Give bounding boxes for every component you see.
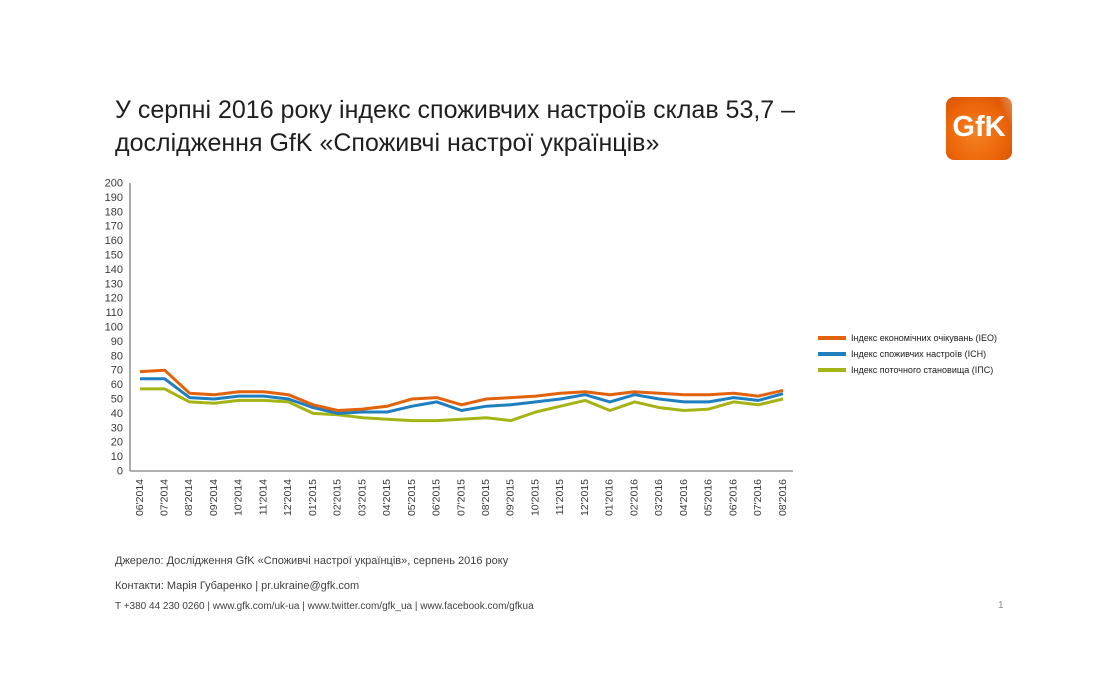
x-axis-label: 12'2014 (282, 479, 294, 516)
x-axis-label: 10'2015 (529, 479, 541, 516)
legend-item: Індекс споживчих настроїв (ІСН) (818, 346, 997, 362)
x-axis-label: 12'2015 (579, 479, 591, 516)
x-axis-label: 03'2016 (653, 479, 665, 516)
x-axis-label: 07'2016 (752, 479, 764, 516)
x-axis-label: 01'2015 (307, 479, 319, 516)
slide-title: У серпні 2016 року індекс споживчих наст… (115, 94, 895, 160)
x-axis-label: 08'2016 (777, 479, 789, 516)
legend-swatch (818, 336, 846, 340)
y-axis-label: 20 (111, 437, 123, 449)
consumer-sentiment-line-chart: 0 10 20 30 40 50 60 70 80 90 100 110 120 130 140 150 160… (105, 178, 793, 516)
chart-area: 0 10 20 30 40 50 60 70 80 90 100 110 120 130 140 150 160… (88, 175, 812, 547)
legend-swatch (818, 352, 846, 356)
y-axis-label: 180 (105, 206, 123, 218)
footer-contacts: Контакти: Марія Губаренко | pr.ukraine@g… (115, 580, 360, 592)
x-axis-label: 06'2015 (431, 479, 443, 516)
y-axis-label: 10 (111, 451, 123, 463)
y-axis-label: 50 (111, 394, 123, 406)
chart-legend: Індекс економічних очікувань (ІЕО) Індекс… (818, 330, 997, 378)
x-axis-label: 09'2015 (505, 479, 517, 516)
slide-title-line1: У серпні 2016 року індекс споживчих наст… (115, 96, 796, 124)
legend-item: Індекс поточного становища (ІПС) (818, 362, 997, 378)
legend-label: Індекс економічних очікувань (ІЕО) (851, 333, 998, 343)
y-axis-label: 70 (111, 365, 123, 377)
y-axis-label: 140 (105, 264, 123, 276)
x-axis-label: 02'2015 (332, 479, 344, 516)
y-axis-label: 150 (105, 250, 123, 262)
y-axis-label: 90 (111, 336, 123, 348)
gfk-logo: GfK (946, 97, 1012, 160)
footer-source: Джерело: Дослідження GfK «Споживчі настр… (115, 555, 509, 567)
page-number: 1 (998, 600, 1004, 611)
y-axis-label: 80 (111, 350, 123, 362)
x-axis-label: 01'2016 (604, 479, 616, 516)
x-axis-label: 07'2015 (455, 479, 467, 516)
y-axis-label: 160 (105, 235, 123, 247)
y-axis-label: 130 (105, 278, 123, 290)
x-axis-label: 11'2014 (257, 479, 269, 515)
legend-item: Індекс економічних очікувань (ІЕО) (818, 330, 997, 346)
series-line (140, 387, 784, 423)
y-axis-label: 40 (111, 408, 123, 420)
legend-label: Індекс споживчих настроїв (ІСН) (851, 349, 987, 359)
x-axis-label: 10'2014 (233, 479, 245, 516)
legend-label: Індекс поточного становища (ІПС) (851, 365, 994, 375)
legend-swatch (818, 368, 846, 372)
y-axis-label: 190 (105, 192, 123, 204)
x-axis-label: 05'2015 (406, 479, 418, 516)
y-axis-label: 110 (105, 307, 123, 319)
x-axis-label: 02'2016 (628, 479, 640, 516)
x-axis-label: 06'2014 (134, 479, 146, 516)
x-axis-label: 05'2016 (703, 479, 715, 516)
slide-title-line2: дослідження GfK «Споживчі настрої україн… (115, 129, 660, 157)
series-line (140, 377, 784, 415)
x-axis-label: 09'2014 (208, 479, 220, 516)
x-axis-label: 08'2014 (183, 479, 195, 516)
y-axis-label: 200 (105, 178, 123, 190)
y-axis-label: 120 (105, 293, 123, 305)
y-axis-label: 100 (105, 322, 123, 334)
x-axis-label: 03'2015 (356, 479, 368, 516)
y-axis-label: 30 (111, 422, 123, 434)
footer-info: T +380 44 230 0260 | www.gfk.com/uk-ua |… (115, 601, 534, 612)
gfk-logo-text: GfK (952, 111, 1006, 143)
x-axis-label: 04'2016 (678, 479, 690, 516)
y-axis-label: 0 (117, 466, 123, 478)
y-axis-label: 170 (105, 221, 123, 233)
series-line (139, 368, 784, 412)
x-axis-label: 08'2015 (480, 479, 492, 516)
x-axis-label: 04'2015 (381, 479, 393, 516)
x-axis-label: 11'2015 (554, 479, 566, 515)
y-axis-label: 60 (111, 379, 123, 391)
x-axis-label: 07'2014 (159, 479, 171, 516)
x-axis-label: 06'2016 (727, 479, 739, 516)
